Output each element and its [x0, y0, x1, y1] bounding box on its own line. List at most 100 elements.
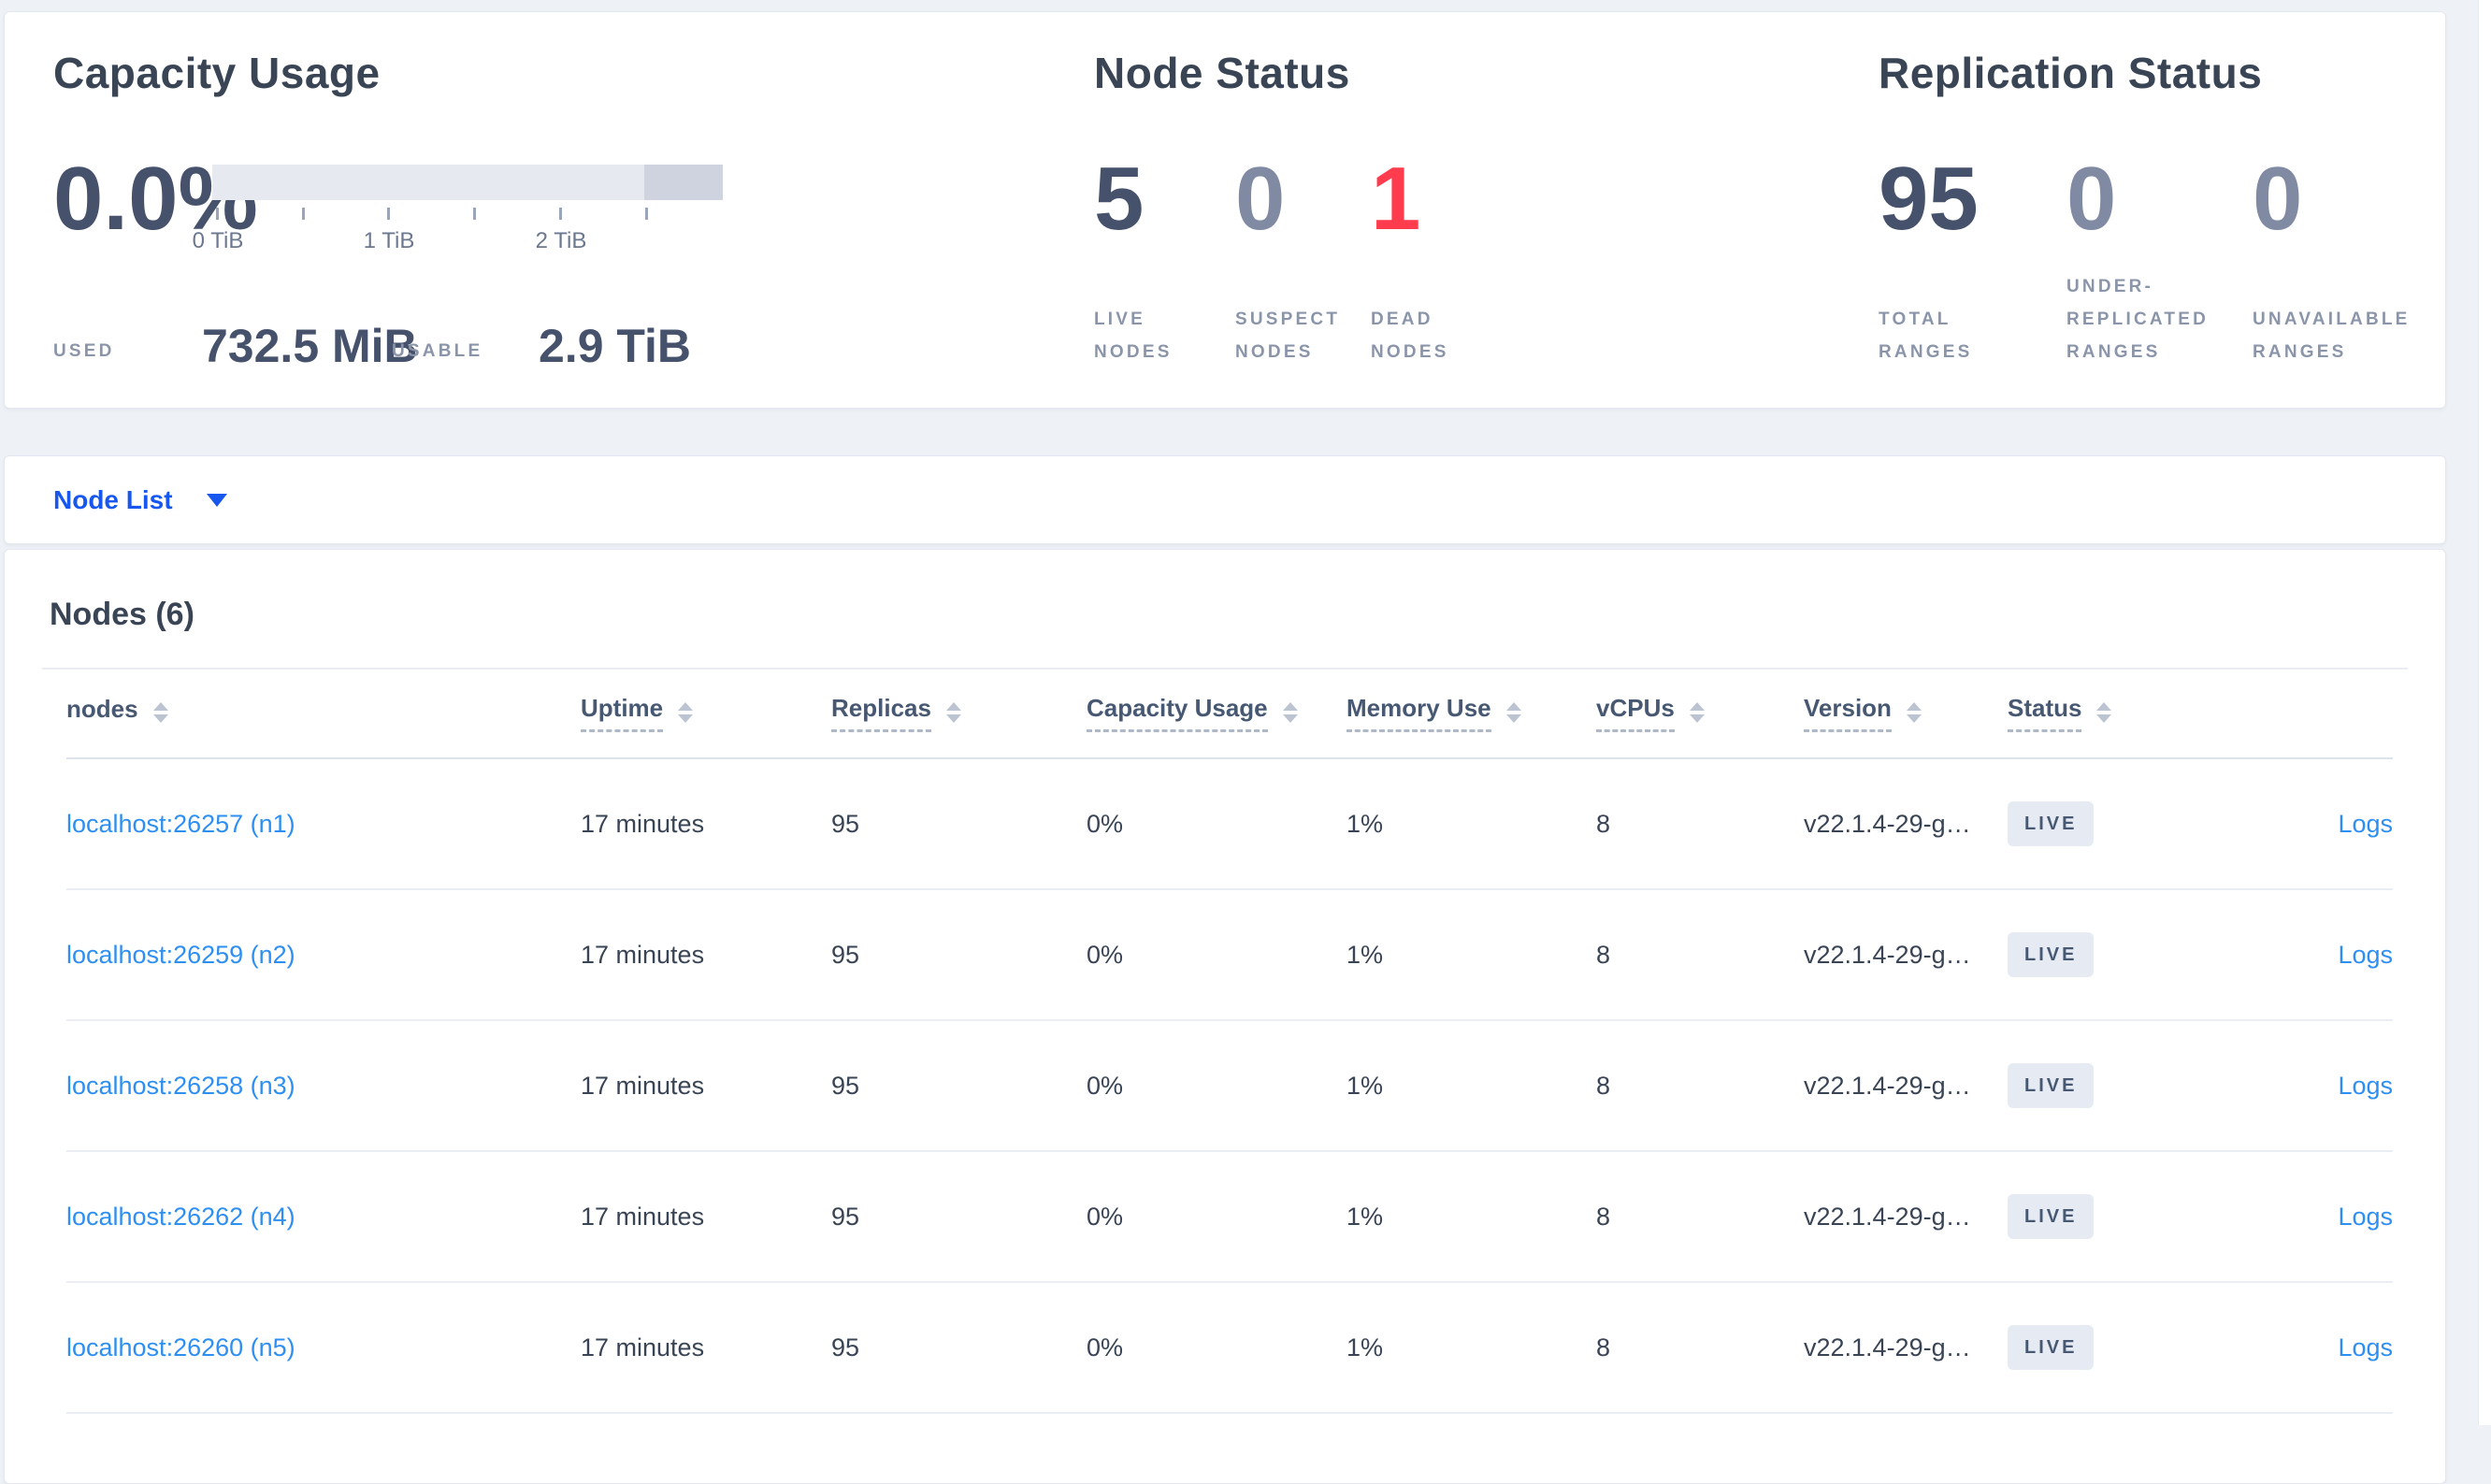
dead-nodes-label: DEAD NODES [1371, 310, 1449, 362]
total-ranges-label: TOTAL RANGES [1879, 310, 1973, 362]
uptime-cell: 17 minutes [581, 1071, 705, 1100]
node-link[interactable]: localhost:26260 (n5) [66, 1333, 295, 1362]
vcpus-cell: 8 [1596, 809, 1611, 838]
vcpus-cell: 8 [1596, 1333, 1611, 1362]
version-cell: v22.1.4-29-g… [1804, 1202, 1971, 1231]
column-header-capacity-usage[interactable]: Capacity Usage [1087, 694, 1346, 732]
suspect-nodes-label: SUSPECT NODES [1235, 310, 1341, 362]
node-link[interactable]: localhost:26259 (n2) [66, 940, 295, 969]
column-header-nodes[interactable]: nodes [66, 695, 581, 730]
capacity-cell: 0% [1087, 940, 1124, 969]
logs-link[interactable]: Logs [2338, 809, 2393, 838]
sort-icon [152, 702, 168, 723]
nodes-table: nodes Uptime Replicas Capacity Usage Mem… [66, 668, 2393, 1414]
node-link[interactable]: localhost:26262 (n4) [66, 1202, 295, 1231]
node-list-dropdown-label[interactable]: Node List [53, 484, 173, 514]
logs-link[interactable]: Logs [2338, 1071, 2393, 1100]
status-cell: LIVE [2008, 1325, 2251, 1370]
version-cell: v22.1.4-29-g… [1804, 1333, 1971, 1362]
status-badge: LIVE [2008, 932, 2095, 977]
logs-link[interactable]: Logs [2338, 1202, 2393, 1231]
nodes-table-title: Nodes (6) [50, 597, 194, 632]
scrollbar-track[interactable] [2478, 0, 2491, 1425]
capacity-gauge: 0 TiB 1 TiB 2 TiB [193, 165, 723, 253]
sort-icon [678, 702, 694, 723]
gauge-tick [216, 208, 219, 220]
gauge-tick [387, 208, 390, 220]
capacity-cell: 0% [1087, 1202, 1124, 1231]
node-list-dropdown[interactable]: Node List [5, 456, 2445, 543]
unavailable-ranges-label: UNAVAILABLE RANGES [2253, 310, 2411, 362]
under-replicated-ranges-count: 0 [2066, 149, 2117, 249]
uptime-cell: 17 minutes [581, 1333, 705, 1362]
cluster-overview-page: { "colors": { "accent_blue": "#1757f0", … [4, 0, 2491, 1484]
capacity-cell: 0% [1087, 1333, 1124, 1362]
vcpus-cell: 8 [1596, 1202, 1611, 1231]
gauge-tick-label-2: 2 TiB [535, 228, 587, 253]
node-link[interactable]: localhost:26258 (n3) [66, 1071, 295, 1100]
table-row: localhost:26259 (n2) 17 minutes 95 0% 1%… [66, 890, 2393, 1021]
column-header-uptime[interactable]: Uptime [581, 694, 831, 732]
sort-icon [945, 702, 961, 723]
gauge-tick [645, 208, 648, 220]
capacity-cell: 0% [1087, 1071, 1124, 1100]
sort-icon [1906, 702, 1922, 723]
sort-icon [1505, 702, 1521, 723]
gauge-tick [473, 208, 476, 220]
gauge-tick-label-0: 0 TiB [192, 228, 244, 253]
status-cell: LIVE [2008, 1063, 2251, 1108]
version-cell: v22.1.4-29-g… [1804, 1071, 1971, 1100]
replicas-cell: 95 [831, 1202, 860, 1231]
memory-cell: 1% [1346, 940, 1384, 969]
uptime-cell: 17 minutes [581, 940, 705, 969]
divider [42, 668, 2408, 670]
memory-cell: 1% [1346, 1071, 1384, 1100]
table-row: localhost:26258 (n3) 17 minutes 95 0% 1%… [66, 1021, 2393, 1152]
uptime-cell: 17 minutes [581, 1202, 705, 1231]
table-row: localhost:26257 (n1) 17 minutes 95 0% 1%… [66, 759, 2393, 890]
node-link[interactable]: localhost:26257 (n1) [66, 809, 295, 838]
usable-label: USABLE [392, 341, 483, 361]
memory-cell: 1% [1346, 1202, 1384, 1231]
status-badge: LIVE [2008, 801, 2095, 846]
status-cell: LIVE [2008, 932, 2251, 977]
suspect-nodes-count: 0 [1235, 149, 1286, 249]
capacity-usage-title: Capacity Usage [53, 49, 381, 97]
uptime-cell: 17 minutes [581, 809, 705, 838]
status-cell: LIVE [2008, 1194, 2251, 1239]
capacity-cell: 0% [1087, 809, 1124, 838]
dead-nodes-count: 1 [1371, 149, 1421, 249]
logs-link[interactable]: Logs [2338, 1333, 2393, 1362]
gauge-tick [302, 208, 305, 220]
table-row: localhost:26262 (n4) 17 minutes 95 0% 1%… [66, 1152, 2393, 1283]
column-header-status[interactable]: Status [2008, 694, 2251, 732]
view-selector-bar: Node List [4, 455, 2446, 544]
memory-cell: 1% [1346, 1333, 1384, 1362]
sort-icon [1282, 702, 1298, 723]
status-badge: LIVE [2008, 1325, 2095, 1370]
nodes-table-panel: Nodes (6) nodes Uptime Replicas Capacity… [4, 549, 2446, 1484]
live-nodes-label: LIVE NODES [1094, 310, 1173, 362]
replicas-cell: 95 [831, 940, 860, 969]
vcpus-cell: 8 [1596, 940, 1611, 969]
sort-icon [1689, 702, 1705, 723]
column-header-version[interactable]: Version [1804, 694, 2008, 732]
column-header-replicas[interactable]: Replicas [831, 694, 1087, 732]
replication-status-title: Replication Status [1879, 49, 2263, 97]
version-cell: v22.1.4-29-g… [1804, 940, 1971, 969]
live-nodes-count: 5 [1094, 149, 1145, 249]
total-ranges-count: 95 [1879, 149, 1979, 249]
cluster-summary-panel: Capacity Usage 0.0% 0 TiB 1 TiB 2 TiB US… [4, 11, 2446, 409]
column-header-vcpus[interactable]: vCPUs [1596, 694, 1804, 732]
column-header-memory-use[interactable]: Memory Use [1346, 694, 1596, 732]
used-value: 732.5 MiB [202, 320, 418, 372]
status-badge: LIVE [2008, 1194, 2095, 1239]
version-cell: v22.1.4-29-g… [1804, 809, 1971, 838]
chevron-down-icon [206, 493, 227, 507]
status-cell: LIVE [2008, 801, 2251, 846]
sort-icon [2096, 702, 2112, 723]
vcpus-cell: 8 [1596, 1071, 1611, 1100]
under-replicated-ranges-label: UNDER- REPLICATED RANGES [2066, 277, 2209, 362]
replicas-cell: 95 [831, 1071, 860, 1100]
logs-link[interactable]: Logs [2338, 940, 2393, 969]
